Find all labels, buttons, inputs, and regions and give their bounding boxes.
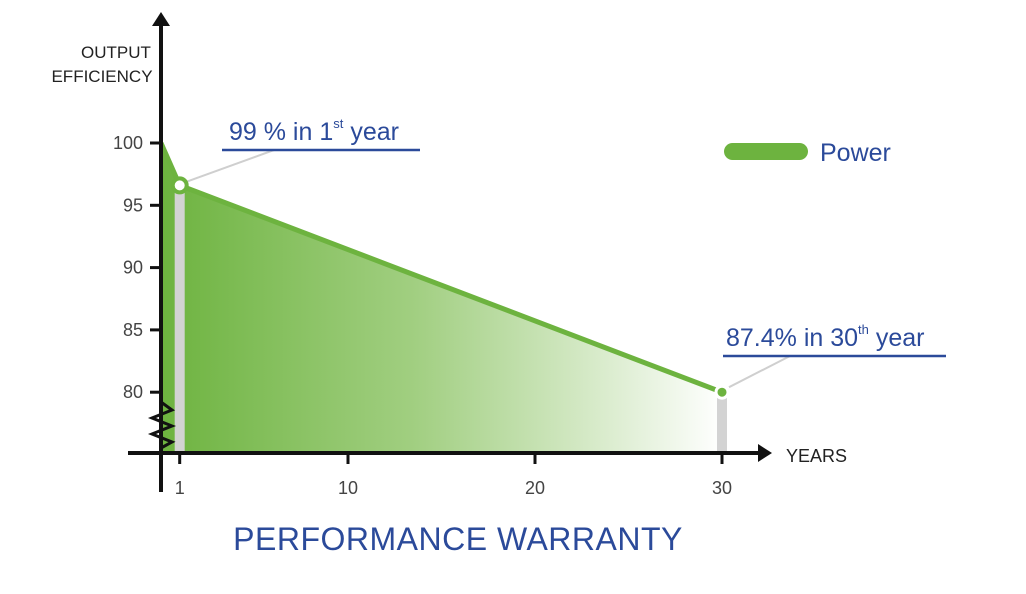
y-tick-label: 95 [123, 195, 143, 215]
y-axis-label-line-2: EFFICIENCY [51, 67, 152, 86]
y-axis-break-icon [147, 400, 177, 450]
year-30-marker-bar [717, 392, 727, 451]
y-tick-label: 85 [123, 320, 143, 340]
x-axis-label: YEARS [786, 446, 847, 466]
y-axis-label-line-1: OUTPUT [81, 43, 151, 62]
y-tick-label: 100 [113, 133, 143, 153]
legend-swatch-power [724, 143, 808, 160]
data-point-year-30 [714, 384, 730, 400]
x-tick-label: 20 [525, 478, 545, 498]
y-tick-label: 80 [123, 382, 143, 402]
data-point-year-1 [170, 176, 189, 195]
x-tick-label: 30 [712, 478, 732, 498]
callout-label-year-1: 99 % in 1st year [229, 116, 399, 146]
power-area-fill [161, 143, 722, 451]
y-tick-group: 80 85 90 95 100 [113, 133, 161, 402]
chart-title: PERFORMANCE WARRANTY [233, 521, 683, 557]
x-tick-label: 1 [175, 478, 185, 498]
year-1-marker-bar [174, 185, 185, 451]
x-axis-arrow-icon [758, 444, 772, 462]
x-tick-group: 1 10 20 30 [175, 453, 732, 498]
x-tick-label: 10 [338, 478, 358, 498]
callout-label-year-30: 87.4% in 30th year [726, 322, 924, 352]
callout-leader-line-1 [187, 149, 275, 183]
legend-label-power: Power [820, 139, 891, 167]
y-tick-label: 90 [123, 258, 143, 278]
callout-leader-line-2 [728, 355, 791, 389]
y-axis-arrow-icon [152, 12, 170, 26]
